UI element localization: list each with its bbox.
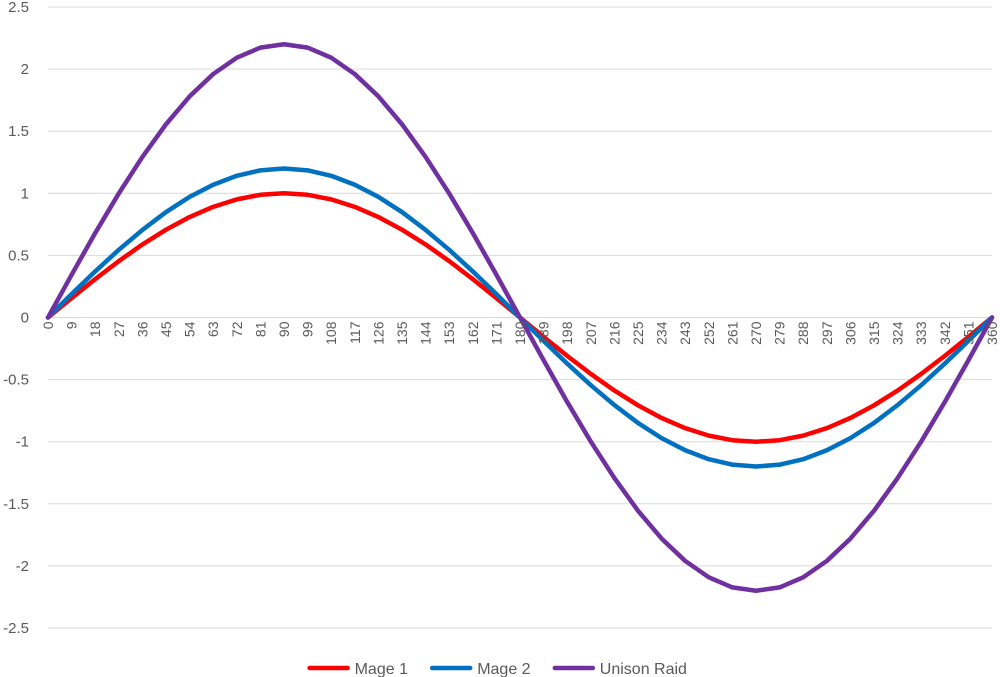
y-tick-label: -0.5 [3,372,29,389]
x-tick-label: 351 [960,321,976,345]
x-tick-label: 18 [87,321,103,337]
y-tick-label: 1 [21,185,29,202]
x-tick-label: 261 [724,321,740,345]
x-tick-label: 54 [182,321,198,337]
x-tick-label: 342 [937,321,953,345]
legend-item-mage-1: Mage 1 [307,661,408,677]
legend-item-unison-raid: Unison Raid [552,661,687,677]
x-tick-label: 207 [583,321,599,345]
x-tick-label: 243 [677,321,693,345]
legend-item-mage-2: Mage 2 [429,661,531,677]
y-tick-label: -2.5 [3,620,29,637]
y-tick-label: 0 [21,310,29,327]
x-tick-label: 252 [701,321,717,345]
x-tick-label: 324 [890,321,906,345]
x-tick-label: 126 [370,321,386,345]
x-tick-label: 90 [276,321,292,337]
x-tick-label: 9 [64,321,80,329]
x-tick-label: 270 [748,321,764,345]
legend-label: Mage 2 [477,661,530,677]
x-tick-label: 162 [465,321,481,345]
x-tick-label: 0 [40,321,56,329]
x-tick-label: 198 [559,321,575,345]
x-tick-label: 297 [819,321,835,345]
x-tick-label: 333 [913,321,929,345]
y-tick-label: -1.5 [3,496,29,513]
x-tick-label: 225 [630,321,646,345]
x-tick-label: 108 [323,321,339,345]
x-tick-label: 189 [536,321,552,345]
x-tick-label: 171 [488,321,504,345]
x-tick-label: 180 [512,321,528,345]
x-tick-label: 288 [795,321,811,345]
x-tick-label: 99 [300,321,316,337]
y-axis-tick-labels: 2.5 2 1.5 1 0.5 0 -0.5 -1 -1.5 -2 -2.5 [3,0,29,637]
x-tick-label: 306 [842,321,858,345]
legend-label: Unison Raid [600,661,687,677]
x-tick-label: 36 [134,321,150,337]
x-tick-label: 81 [252,321,268,337]
x-tick-label: 153 [441,321,457,345]
y-tick-label: -2 [16,558,29,575]
x-tick-label: 360 [984,321,1000,345]
y-tick-label: 2 [21,61,29,78]
x-tick-label: 315 [866,321,882,345]
x-tick-label: 72 [229,321,245,337]
x-tick-label: 234 [654,321,670,345]
x-tick-label: 27 [111,321,127,337]
legend-label: Mage 1 [355,661,408,677]
series-line-unison-raid [45,42,995,593]
x-tick-label: 63 [205,321,221,337]
x-tick-label: 117 [347,321,363,344]
x-tick-label: 45 [158,321,174,337]
series-lines [45,42,995,593]
y-tick-label: 0.5 [8,247,29,264]
x-tick-label: 144 [418,321,434,345]
y-tick-label: 1.5 [8,123,29,140]
x-tick-label: 135 [394,321,410,345]
y-tick-label: 2.5 [8,0,29,16]
y-tick-label: -1 [16,434,29,451]
x-tick-label: 279 [772,321,788,345]
x-tick-label: 216 [606,321,622,345]
legend: Mage 1 Mage 2 Unison Raid [307,661,687,677]
x-axis-tick-labels: 0 9 18 27 36 45 54 63 72 81 90 99 108 117 126 135 144 153… [40,321,1000,345]
